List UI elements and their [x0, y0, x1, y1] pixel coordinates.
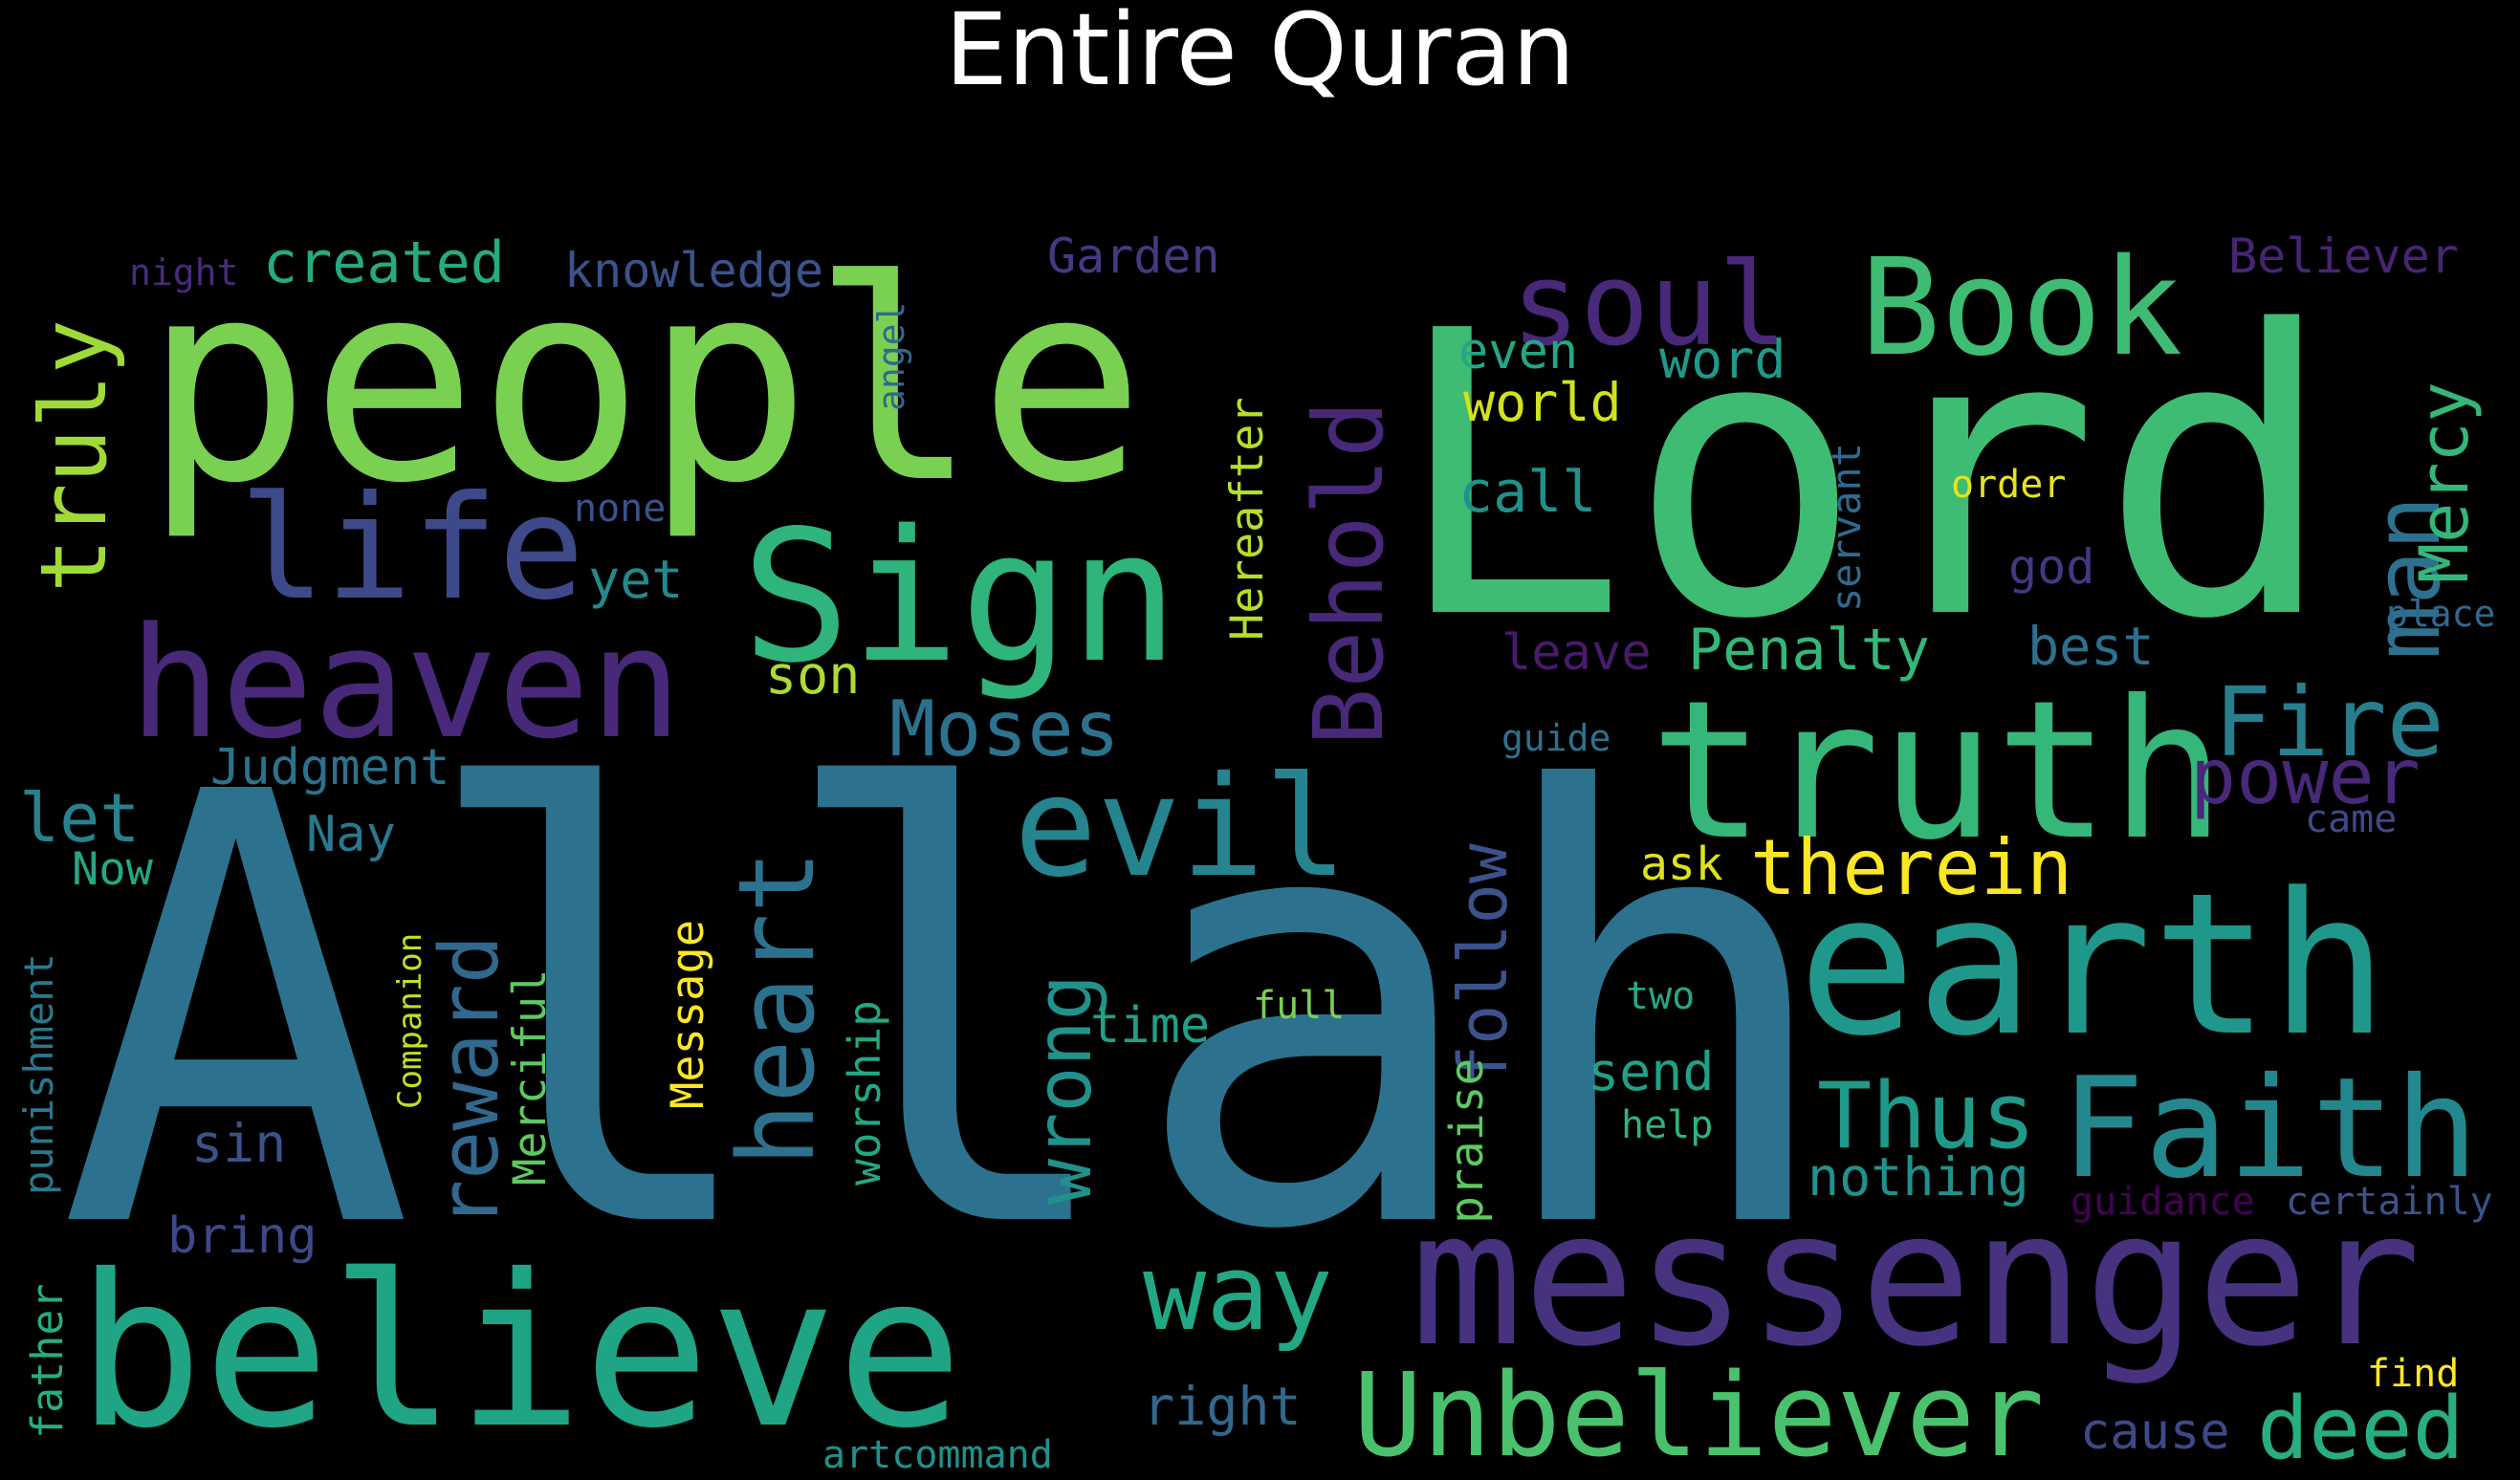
- word-sin: sin: [191, 1113, 286, 1174]
- word-power: power: [2190, 732, 2421, 821]
- word-earth: earth: [1798, 852, 2388, 1079]
- word-came: came: [2305, 797, 2397, 841]
- word-messenger: messenger: [1411, 1170, 2421, 1387]
- word-lord: Lord: [1391, 248, 2335, 705]
- word-wrong: wrong: [1019, 974, 1108, 1205]
- word-way: way: [1143, 1231, 1333, 1354]
- word-none: none: [574, 487, 666, 531]
- word-call: call: [1458, 459, 1597, 526]
- word-mercy: Mercy: [2405, 381, 2484, 583]
- word-fire: Fire: [2214, 666, 2444, 778]
- word-unbeliever: Unbeliever: [1353, 1350, 2044, 1480]
- word-punishment: punishment: [15, 953, 62, 1195]
- word-sign: Sign: [741, 491, 1179, 703]
- word-book: Book: [1860, 230, 2182, 386]
- word-servant: servant: [1823, 443, 1870, 612]
- word-son: son: [765, 644, 860, 706]
- word-artcommand: artcommand: [822, 1433, 1053, 1477]
- word-now: Now: [72, 843, 154, 896]
- word-guide: guide: [1501, 717, 1611, 759]
- word-heaven: heaven: [129, 594, 682, 773]
- word-praise: praise: [1440, 1058, 1494, 1224]
- word-send: send: [1588, 1041, 1714, 1102]
- word-world: world: [1463, 372, 1622, 433]
- word-garden: Garden: [1047, 229, 1220, 284]
- word-father: father: [22, 1283, 73, 1439]
- word-ask: ask: [1640, 838, 1723, 891]
- word-nay: Nay: [306, 806, 396, 863]
- word-evil: evil: [1014, 747, 1348, 908]
- page-title: Entire Quran: [945, 0, 1575, 108]
- word-man: man: [2356, 495, 2461, 660]
- word-believe: believe: [77, 1230, 963, 1474]
- word-faith: Faith: [2061, 1048, 2479, 1209]
- word-message: Message: [662, 920, 714, 1109]
- word-two: two: [1626, 974, 1695, 1018]
- word-place: place: [2386, 593, 2495, 635]
- word-people: people: [143, 222, 1146, 544]
- word-companion: Companion: [391, 933, 429, 1109]
- word-soul: soul: [1511, 239, 1787, 372]
- word-follow: follow: [1444, 842, 1523, 1085]
- word-time: time: [1090, 997, 1210, 1055]
- word-penalty: Penalty: [1688, 617, 1930, 684]
- word-god: god: [2008, 539, 2094, 595]
- word-yet: yet: [588, 549, 683, 610]
- word-truly: truly: [22, 319, 127, 593]
- word-knowledge: knowledge: [564, 243, 823, 298]
- word-cause: cause: [2080, 1404, 2230, 1461]
- word-find: find: [2367, 1352, 2459, 1396]
- word-worship: worship: [839, 1000, 890, 1186]
- word-life: life: [239, 466, 584, 632]
- word-let: let: [19, 779, 140, 858]
- word-bring: bring: [167, 1208, 318, 1265]
- word-leave: leave: [1501, 624, 1652, 682]
- word-nothing: nothing: [1808, 1146, 2029, 1208]
- word-night: night: [129, 251, 238, 294]
- word-behold: Behold: [1293, 401, 1405, 746]
- word-moses: Moses: [889, 685, 1120, 773]
- word-thus: Thus: [1817, 1064, 2036, 1169]
- word-order: order: [1951, 463, 2066, 507]
- word-even: even: [1458, 323, 1578, 381]
- word-guidance: guidance: [2071, 1180, 2255, 1224]
- word-full: full: [1253, 984, 1345, 1028]
- word-help: help: [1621, 1103, 1713, 1147]
- word-therein: therein: [1750, 823, 2072, 912]
- word-judgment: Judgment: [210, 739, 449, 796]
- word-believer: Believer: [2228, 229, 2459, 284]
- word-angel: angel: [870, 302, 912, 411]
- word-certainly: certainly: [2286, 1180, 2493, 1224]
- word-truth: truth: [1650, 660, 2225, 882]
- word-created: created: [263, 229, 505, 296]
- word-hereafter: Hereafter: [1221, 397, 1274, 641]
- word-merciful: Merciful: [504, 969, 557, 1186]
- word-heart: heart: [715, 850, 838, 1166]
- word-deed: deed: [2257, 1379, 2465, 1479]
- word-reward: reward: [423, 935, 517, 1229]
- word-right: right: [1143, 1376, 1302, 1437]
- word-allah: Allah: [57, 670, 1842, 1360]
- word-best: best: [2027, 616, 2154, 677]
- word-word: word: [1659, 329, 1786, 390]
